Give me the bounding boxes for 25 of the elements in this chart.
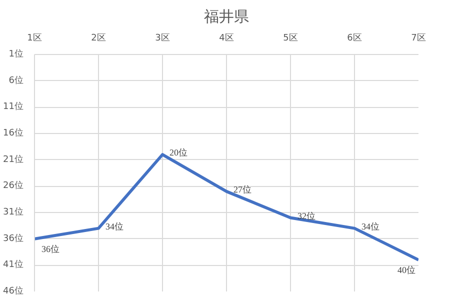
y-tick-label: 21位 <box>3 154 24 165</box>
text: 20位 <box>170 148 188 158</box>
y-tick-label: 11位 <box>3 101 24 112</box>
x-tick-label: 3区 <box>155 32 170 44</box>
y-tick-label: 46位 <box>3 286 24 296</box>
x-tick-label: 1区 <box>27 32 42 44</box>
x-tick-label: 7区 <box>411 32 426 44</box>
y-tick-label: 26位 <box>3 180 24 192</box>
text: 34位 <box>362 221 380 232</box>
y-tick-label: 41位 <box>3 259 24 270</box>
text: 36位 <box>42 244 60 254</box>
y-tick-label: 16位 <box>3 128 24 138</box>
y-tick-label: 36位 <box>3 232 24 244</box>
chart-title: 福井県 <box>204 8 249 26</box>
y-tick-label: 1位 <box>8 48 24 60</box>
text: 34位 <box>106 221 124 232</box>
x-tick-label: 2区 <box>91 32 106 44</box>
y-tick-label: 6位 <box>8 74 24 86</box>
y-tick-label: 31位 <box>3 206 24 218</box>
x-tick-label: 4区 <box>219 32 234 44</box>
x-tick-label: 6区 <box>347 32 362 44</box>
text: 32位 <box>298 210 316 221</box>
text: 27位 <box>234 184 252 194</box>
x-tick-label: 5区 <box>283 32 298 44</box>
text: 40位 <box>398 264 416 275</box>
